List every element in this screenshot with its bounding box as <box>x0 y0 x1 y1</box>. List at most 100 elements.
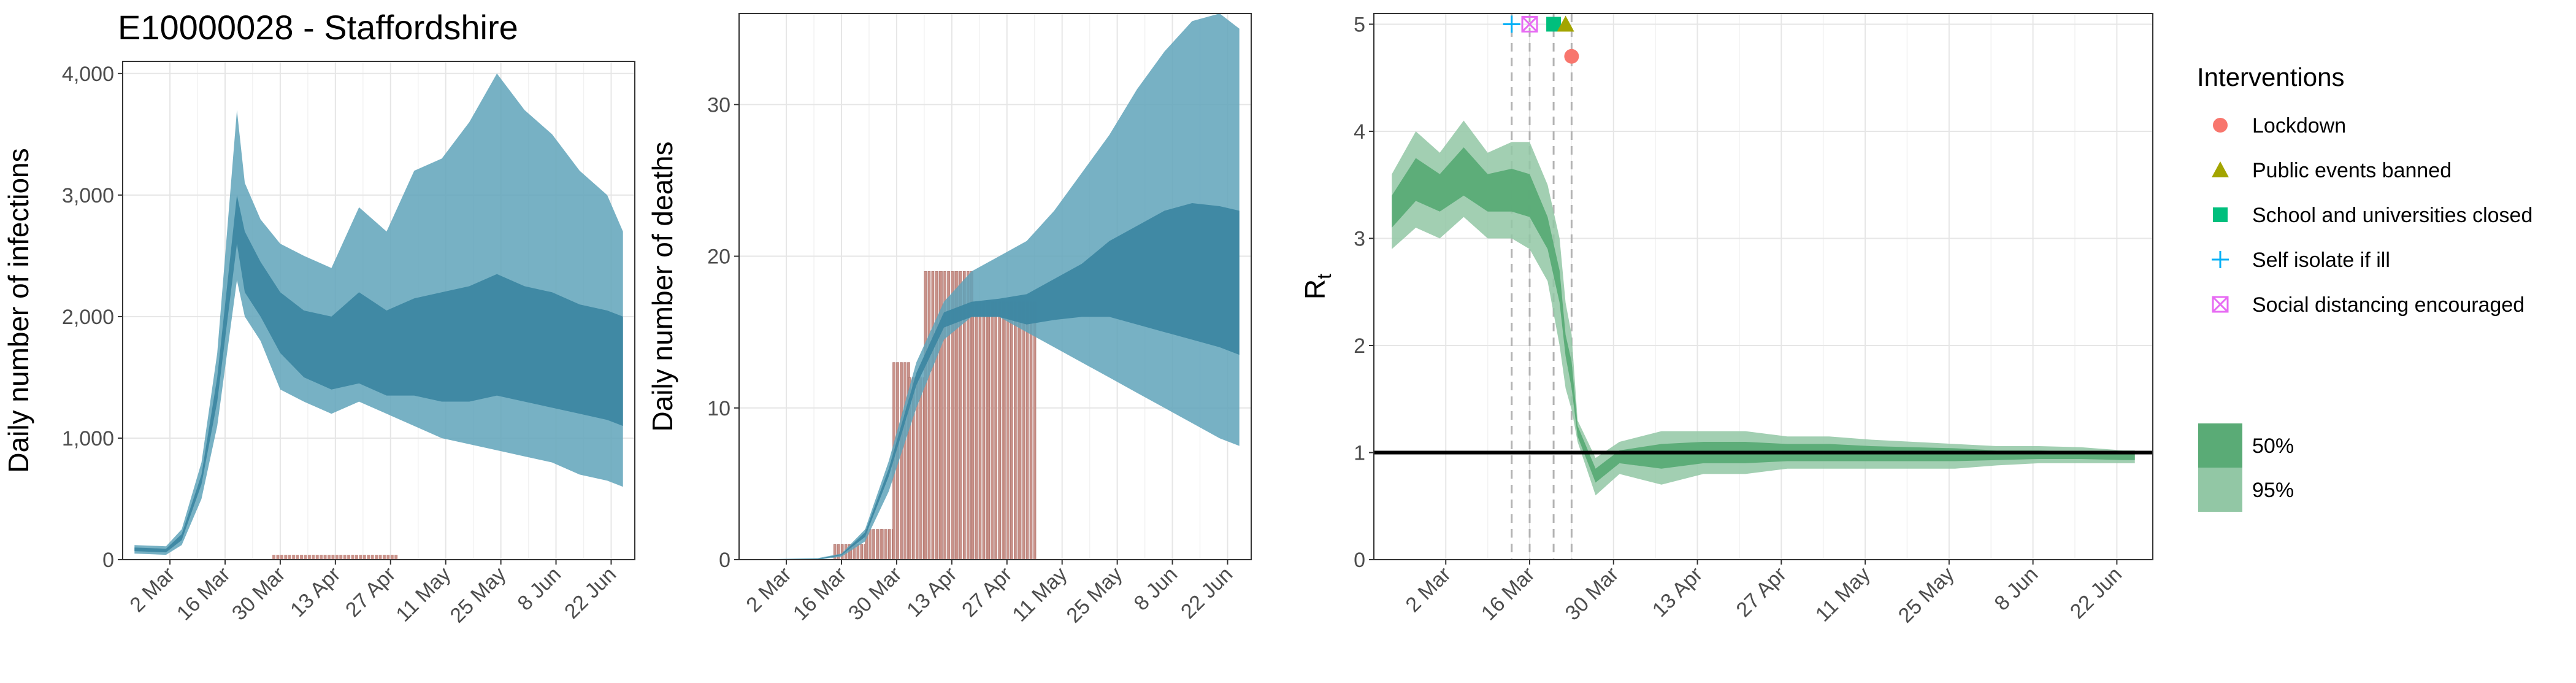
death-bar <box>1010 301 1013 560</box>
infection-bar <box>351 555 355 560</box>
x-tick-label: 2 Mar <box>1401 563 1455 617</box>
social-distancing-marker-x2 <box>2212 296 2229 313</box>
x-tick-label: 27 Apr <box>957 563 1016 622</box>
y-tick-label: 20 <box>707 245 730 269</box>
y-tick-label: 1 <box>1354 441 1365 465</box>
x-tick-label: 13 Apr <box>902 563 961 622</box>
y-tick-label: 4,000 <box>62 63 114 86</box>
death-bar <box>998 301 1001 560</box>
x-tick-label: 11 May <box>1811 563 1875 627</box>
death-bar <box>927 271 931 560</box>
death-bar <box>1006 301 1010 560</box>
y-tick-label: 0 <box>1354 549 1365 572</box>
infection-bar <box>347 555 351 560</box>
infection-bar <box>386 555 390 560</box>
infection-bar <box>382 555 386 560</box>
y-tick-label: 3,000 <box>62 184 114 207</box>
legend-item-label: Lockdown <box>2252 114 2346 137</box>
infection-bar <box>362 555 366 560</box>
x-tick-label: 25 May <box>446 563 511 628</box>
x-tick-label: 8 Jun <box>1990 563 2043 615</box>
infection-bar <box>390 555 394 560</box>
death-bar <box>971 301 975 560</box>
band-50pct <box>739 203 1240 560</box>
infection-bar <box>394 555 398 560</box>
infection-bar <box>304 555 307 560</box>
death-bar <box>994 301 997 560</box>
y-tick-label: 30 <box>707 93 730 117</box>
infection-bar <box>343 555 347 560</box>
chart-title: E10000028 - Staffordshire <box>118 8 518 47</box>
social-distancing-marker-x2 <box>1521 16 1538 33</box>
y-tick-label: 10 <box>707 397 730 420</box>
death-bar <box>991 301 994 560</box>
death-bar <box>935 271 938 560</box>
death-bar <box>1003 301 1006 560</box>
y-tick-label: 5 <box>1354 13 1365 36</box>
band-50pct <box>134 195 623 553</box>
y-axis-label-subscript: t <box>1313 274 1335 279</box>
x-tick-label: 22 Jun <box>2066 563 2126 623</box>
infection-bar <box>331 555 335 560</box>
x-tick-label: 8 Jun <box>513 563 566 615</box>
death-bar <box>903 362 907 560</box>
lockdown-marker <box>1564 48 1579 64</box>
death-bar <box>931 271 935 560</box>
infection-bar <box>375 555 378 560</box>
y-tick-label: 4 <box>1354 120 1365 144</box>
death-bar <box>1025 301 1029 560</box>
legend-band-label: 95% <box>2252 479 2294 502</box>
y-tick-label: 3 <box>1354 227 1365 250</box>
public-events-marker <box>2212 161 2229 177</box>
x-tick-label: 11 May <box>391 563 455 627</box>
infection-bar <box>280 555 283 560</box>
y-tick-label: 0 <box>719 549 730 572</box>
self-isolate-marker <box>1503 15 1520 33</box>
public-events-marker <box>1557 15 1574 32</box>
legend: Interventions Lockdown Public events banne… <box>2197 63 2532 512</box>
infection-bar <box>367 555 370 560</box>
death-bar <box>987 301 990 560</box>
infection-bar <box>339 555 343 560</box>
legend-band-label: 50% <box>2252 434 2294 458</box>
death-bar <box>876 529 879 560</box>
death-bar <box>982 301 986 560</box>
legend-item-label: School and universities closed <box>2252 204 2532 227</box>
y-axis-label: Rt <box>1299 274 1335 299</box>
school-closed-marker <box>2213 207 2228 222</box>
y-axis-label: Daily number of deaths <box>646 141 678 431</box>
legend-item-label: Public events banned <box>2252 159 2451 182</box>
death-bar <box>837 544 840 560</box>
y-tick-label: 2 <box>1354 334 1365 358</box>
band-50pct <box>1392 147 2135 483</box>
death-bar <box>868 529 872 560</box>
death-bar <box>900 362 903 560</box>
infection-bar <box>284 555 288 560</box>
y-axis-label: Daily number of infections <box>2 148 34 473</box>
legend-band-swatch <box>2198 423 2242 468</box>
death-bar <box>975 301 978 560</box>
death-bar <box>924 271 927 560</box>
x-tick-label: 22 Jun <box>1176 563 1237 623</box>
legend-item-label: Social distancing encouraged <box>2252 293 2524 317</box>
death-bar <box>1014 301 1017 560</box>
x-tick-label: 16 Mar <box>789 563 851 625</box>
plot-background <box>1374 14 2153 560</box>
plot-border <box>122 61 635 560</box>
death-bar <box>884 529 887 560</box>
x-tick-label: 27 Apr <box>341 563 400 622</box>
lockdown-marker <box>2213 118 2228 133</box>
infection-bar <box>272 555 276 560</box>
infection-bar <box>315 555 319 560</box>
infection-bar <box>300 555 304 560</box>
death-bar <box>880 529 884 560</box>
infection-bar <box>328 555 331 560</box>
infection-bar <box>378 555 382 560</box>
x-tick-label: 16 Mar <box>172 563 235 625</box>
death-bar <box>919 377 922 560</box>
legend-title: Interventions <box>2197 63 2344 91</box>
x-tick-label: 30 Mar <box>1561 563 1623 625</box>
social-distancing-marker-box <box>2212 296 2229 313</box>
infection-bar <box>296 555 299 560</box>
band-95pct <box>739 14 1240 560</box>
